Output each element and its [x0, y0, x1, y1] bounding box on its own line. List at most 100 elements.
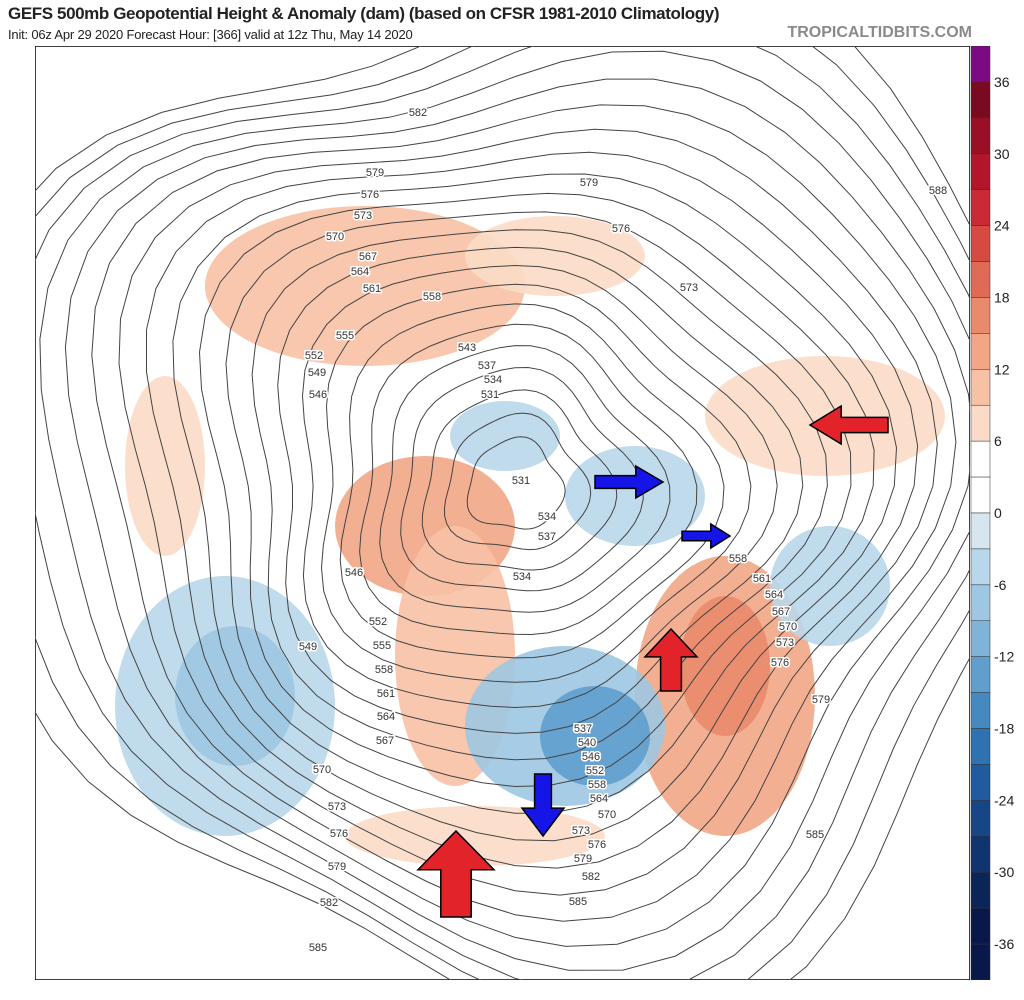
contour-label: 573 — [680, 282, 698, 294]
colorbar-swatch — [970, 728, 991, 765]
contour-label: 570 — [313, 764, 331, 776]
height-contour — [64, 78, 970, 947]
colorbar-swatch — [970, 261, 991, 298]
contour-label: 585 — [569, 896, 587, 908]
contour-label: 546 — [582, 751, 600, 763]
height-contour — [400, 366, 644, 592]
contour-label: 540 — [578, 737, 596, 749]
contour-label: 567 — [376, 735, 394, 747]
contour-labels: 582 579 576 573 570 567 564 561 558 555 552 549 546 5… — [297, 106, 948, 956]
contour-label: 582 — [409, 107, 427, 119]
contour-label: 579 — [366, 167, 384, 179]
colorbar-swatch — [970, 907, 991, 945]
height-contours — [35, 46, 970, 980]
contour-label: 579 — [580, 177, 598, 189]
contour-label: 564 — [765, 589, 783, 601]
anomaly-area — [125, 376, 205, 556]
colorbar-swatch — [970, 692, 991, 729]
contour-label: 534 — [538, 511, 556, 523]
contour-label: 573 — [572, 825, 590, 837]
contour-label: 579 — [574, 853, 592, 865]
contour-label: 576 — [361, 189, 379, 201]
contour-label: 576 — [588, 839, 606, 851]
height-contour — [118, 128, 938, 896]
contour-label: 588 — [929, 185, 947, 197]
colorbar-tick-label: 0 — [994, 505, 1002, 521]
contour-label: 573 — [354, 210, 372, 222]
anomaly-area — [770, 526, 890, 646]
height-contour — [91, 104, 957, 922]
arrow-right-icon — [681, 522, 732, 550]
colorbar-swatch — [970, 584, 991, 622]
colorbar-swatch — [970, 871, 991, 909]
map-title: GEFS 500mb Geopotential Height & Anomaly… — [8, 4, 720, 23]
height-contour — [320, 283, 752, 683]
height-contour — [225, 211, 852, 788]
anomaly-shading — [115, 206, 945, 866]
height-contour — [251, 229, 828, 761]
colorbar-swatch — [970, 117, 991, 155]
contour-label: 561 — [363, 283, 381, 295]
arrow-left-icon — [808, 404, 889, 446]
contour-label: 537 — [538, 531, 556, 543]
contour-label: 564 — [377, 711, 395, 723]
colorbar-tick-label: 12 — [994, 361, 1010, 377]
colorbar-swatch — [970, 81, 991, 119]
contour-label: 558 — [375, 664, 393, 676]
contour-label: 564 — [590, 793, 608, 805]
contour-label: 537 — [574, 723, 592, 735]
height-contour — [421, 389, 618, 571]
anomaly-area — [205, 206, 525, 366]
contour-label: 561 — [753, 573, 771, 585]
contour-label: 552 — [369, 616, 387, 628]
contour-label: 558 — [729, 553, 747, 565]
colorbar-tick-label: -6 — [994, 577, 1007, 593]
colorbar-swatch — [970, 836, 991, 873]
colorbar-tick-label: -30 — [994, 864, 1014, 880]
contour-label: 564 — [351, 266, 369, 278]
colorbar-swatch — [970, 153, 991, 190]
colorbar-tick-label: -12 — [994, 649, 1014, 665]
contour-label: 576 — [771, 657, 789, 669]
contour-label: 573 — [776, 637, 794, 649]
height-contour — [39, 50, 970, 971]
contour-label: 576 — [330, 828, 348, 840]
colorbar: 36 30 24 18 12 6 0 -6 -12 -18 -24 -30 -36 — [970, 46, 1014, 980]
colorbar-swatch — [970, 440, 991, 478]
contour-label: 570 — [326, 231, 344, 243]
map-subtitle: Init: 06z Apr 29 2020 Forecast Hour: [36… — [8, 27, 413, 42]
arrow-up-icon — [416, 829, 496, 918]
colorbar-swatch — [970, 189, 991, 226]
colorbar-tick-label: -36 — [994, 936, 1014, 952]
colorbar-tick-label: 18 — [994, 289, 1010, 305]
contour-label: 558 — [423, 291, 441, 303]
contour-label: 531 — [481, 389, 499, 401]
colorbar-swatch — [970, 764, 991, 801]
colorbar-swatch — [970, 943, 991, 980]
contour-label: 579 — [812, 694, 830, 706]
colorbar-tick-label: -18 — [994, 721, 1014, 737]
anomaly-area — [175, 626, 295, 766]
height-contour — [198, 192, 875, 814]
contour-label: 543 — [458, 342, 476, 354]
colorbar-swatch — [970, 656, 991, 693]
colorbar-tick-label: 6 — [994, 433, 1002, 449]
height-contour — [339, 303, 725, 659]
contour-label: 531 — [512, 475, 530, 487]
annotation-arrows — [416, 404, 889, 918]
contour-label: 534 — [513, 571, 531, 583]
contour-label: 555 — [373, 640, 391, 652]
height-contour — [379, 345, 671, 613]
anomaly-area — [565, 446, 705, 546]
contour-label: 582 — [320, 897, 338, 909]
height-contour — [35, 46, 970, 980]
colorbar-tick-label: -24 — [994, 792, 1014, 808]
height-contour — [466, 436, 566, 530]
colorbar-tick-label: 24 — [994, 218, 1010, 234]
height-contour — [301, 264, 778, 709]
contour-label: 582 — [582, 871, 600, 883]
arrow-down-icon — [520, 773, 566, 838]
height-contour — [359, 323, 698, 636]
colorbar-swatch — [970, 476, 991, 514]
contour-label: 579 — [328, 861, 346, 873]
